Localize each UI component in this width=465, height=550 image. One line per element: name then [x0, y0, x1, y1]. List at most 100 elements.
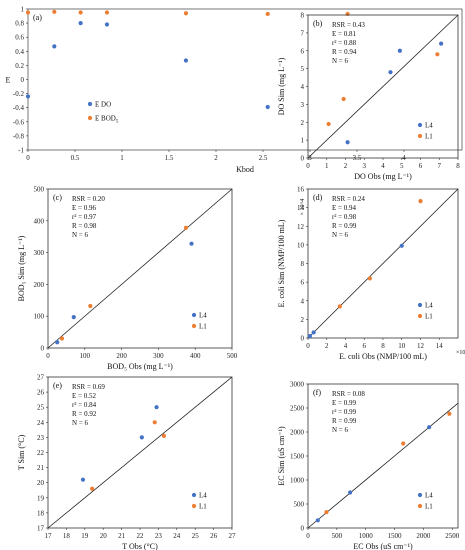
y-tick-label: 300 — [34, 249, 45, 257]
x-tick-label: 12 — [417, 342, 425, 350]
y-tick-label: 8 — [301, 12, 305, 20]
y-tick-label: 25 — [37, 404, 45, 412]
stat-line: R = 0.92 — [72, 410, 97, 418]
stat-line: r² = 0.84 — [72, 401, 97, 409]
data-point-e-do — [345, 140, 350, 145]
x-tick-label: 2 — [325, 342, 329, 350]
stat-line: r² = 0.88 — [332, 39, 357, 47]
panel-label: (a) — [33, 13, 42, 22]
legend-label: L4 — [199, 312, 207, 320]
legend-marker — [417, 302, 423, 308]
x-tick-label: 5 — [400, 162, 404, 170]
legend-marker — [191, 503, 197, 509]
y-tick-label: 23 — [37, 434, 45, 442]
data-point-l4 — [154, 405, 159, 410]
x-tick-label: 22 — [137, 532, 145, 540]
y-tick-label: 6 — [301, 279, 305, 287]
chart-panel-a: 0 0.5 1 1.5 2 2.5 3 3.5 410.80.60.40.20-0.2-0.4-… — [6, 6, 463, 174]
data-point-l1 — [326, 121, 331, 127]
data-point-l4 — [399, 243, 404, 248]
y-multiplier: × 10^4 — [300, 199, 306, 216]
data-point-e-do — [78, 21, 83, 26]
legend-label: L4 — [425, 302, 433, 310]
x-tick-label: 100 — [80, 352, 91, 360]
stat-line: N = 6 — [332, 231, 349, 239]
y-tick-label: 0.2 — [15, 62, 24, 70]
y-tick-label: 0 — [301, 335, 305, 343]
x-tick-label: 26 — [210, 532, 218, 540]
data-point-l4 — [311, 330, 316, 335]
stat-line: r² = 0.97 — [72, 213, 97, 221]
data-point-e-bod — [104, 10, 110, 15]
stat-line: E = 0.94 — [332, 204, 356, 212]
chart-panel-c: 0 100 200 300 400 500 500 400 300 200 100 0 BOD₅ Obs… — [17, 186, 238, 372]
x-tick-label: 8 — [456, 162, 460, 170]
y-tick-label: 0.4 — [15, 48, 24, 56]
panel-label: (d) — [313, 193, 323, 202]
x-tick-label: 14 — [436, 342, 444, 350]
x-tick-label: 2 — [214, 154, 218, 162]
data-point-l4 — [80, 477, 86, 482]
y-tick-label: 100 — [34, 313, 45, 321]
one-to-one-line — [47, 376, 233, 529]
y-tick-label: 2 — [301, 119, 305, 127]
y-tick-label: 4 — [301, 297, 305, 305]
data-point-l1 — [367, 276, 372, 281]
panel-label: (e) — [53, 381, 62, 390]
data-point-l4 — [139, 435, 144, 440]
x-tick-label: 17 — [45, 532, 53, 540]
y-tick-label: 6 — [301, 47, 305, 55]
x-tick-label: 6 — [419, 162, 423, 170]
y-tick-label: 200 — [34, 281, 45, 289]
data-point-l1 — [341, 96, 346, 102]
y-tick-label: 2500 — [290, 405, 305, 413]
x-tick-label: 25 — [192, 532, 200, 540]
legend-label: L4 — [199, 492, 207, 500]
x-tick-label: 23 — [155, 532, 163, 540]
x-tick-label: 2500 — [445, 532, 460, 540]
data-point-l4 — [307, 334, 312, 339]
data-point-l1 — [183, 225, 189, 230]
data-point-l1 — [337, 304, 342, 309]
legend-label: L1 — [425, 503, 433, 511]
x-axis-label: DO Obs (mg L⁻¹) — [354, 172, 412, 181]
y-tick-label: 1 — [21, 6, 25, 14]
x-tick-label: 0 — [306, 532, 310, 540]
legend-marker — [417, 122, 423, 128]
data-point-e-bod — [183, 11, 189, 16]
y-axis-label: E — [6, 76, 11, 85]
y-tick-label: 12 — [297, 223, 305, 231]
x-tick-label: 4 — [344, 342, 348, 350]
y-tick-label: 8 — [301, 260, 305, 268]
stat-line: RSR = 0.43 — [332, 21, 365, 29]
y-tick-label: 14 — [297, 204, 305, 212]
y-tick-label: 27 — [37, 374, 45, 382]
x-tick-label: 0 — [306, 342, 310, 350]
x-tick-label: 6 — [363, 342, 367, 350]
data-point-e-do — [25, 94, 31, 99]
legend-marker — [191, 492, 197, 498]
y-tick-label: 2000 — [290, 429, 305, 437]
y-axis-label: DO Sim (mg L⁻¹) — [277, 57, 286, 115]
stat-line: R = 0.94 — [332, 48, 357, 56]
y-tick-label: 2 — [301, 316, 305, 324]
legend-label: L1 — [199, 503, 207, 511]
legend-marker — [87, 101, 93, 107]
data-point-l4 — [427, 425, 432, 430]
chart-panel-e: 17 18 19 20 21 22 23 24 25 26 27 27 26 25 24 23 22 21 20 19… — [17, 374, 236, 550]
data-point-l1 — [152, 420, 157, 425]
legend-label: L1 — [199, 323, 207, 331]
x-tick-label: 20 — [100, 532, 108, 540]
x-tick-label: 1 — [120, 154, 124, 162]
y-tick-label: 21 — [37, 464, 45, 472]
plot-frame — [307, 383, 459, 529]
y-tick-label: 7 — [301, 29, 305, 37]
y-tick-label: 16 — [297, 186, 305, 194]
legend-marker — [191, 323, 197, 329]
stat-line: E = 0.99 — [332, 399, 356, 407]
data-point-l4 — [388, 70, 393, 75]
data-point-l4 — [315, 518, 320, 523]
data-point-l1 — [90, 486, 95, 491]
panel-label: (b) — [313, 19, 323, 28]
